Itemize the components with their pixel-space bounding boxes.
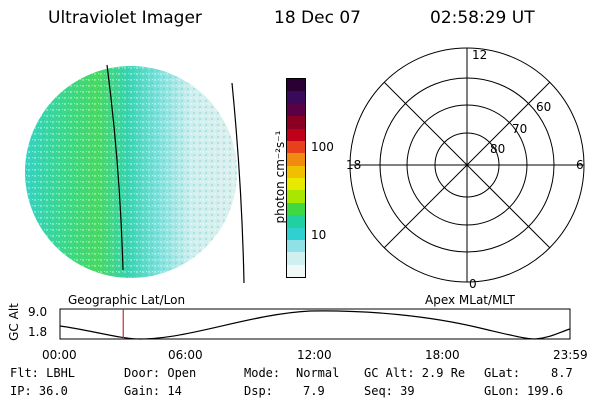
colorbar-segment: [287, 140, 305, 154]
colorbar-unit-label: photon cm⁻²s⁻¹: [273, 130, 287, 224]
gc-alt-status: GC Alt: 2.9 Re: [364, 366, 466, 380]
colorbar-segment: [287, 128, 305, 141]
mlt-label-18: 18: [346, 158, 361, 172]
colorbar-segment: [287, 165, 305, 178]
polar-grid: 12 18 6 0 60 70 80: [346, 47, 585, 291]
filter-status: Flt: LBHL: [10, 366, 76, 380]
geo-coords-label: Geographic Lat/Lon: [68, 293, 186, 307]
time-tick-0600: 06:00: [168, 348, 203, 362]
altitude-curve: [59, 310, 571, 340]
colorbar-segment: [287, 202, 305, 216]
image-date: 18 Dec 07: [274, 8, 361, 28]
colorbar-segment: [287, 79, 305, 92]
altitude-plot: [59, 308, 571, 340]
colorbar-segment: [287, 252, 305, 265]
mlat-label-60: 60: [536, 100, 551, 114]
colorbar-segment: [287, 103, 305, 117]
mode-label: Mode:: [244, 366, 281, 380]
glon-label: GLon:: [484, 384, 521, 398]
mlt-label-0: 0: [469, 277, 477, 291]
colorbar-segment: [287, 116, 305, 129]
mode-value: Normal: [296, 366, 340, 380]
glat-value: 8.7: [551, 366, 573, 380]
seq-status: Seq: 39: [364, 384, 415, 398]
colorbar-segment: [287, 91, 305, 104]
dsp-label: Dsp:: [244, 384, 273, 398]
auroral-image: [25, 64, 245, 284]
time-tick-0000: 00:00: [42, 348, 77, 362]
colorbar-segment: [287, 178, 305, 191]
alt-tick-max: 9.0: [28, 305, 48, 319]
time-tick-1800: 18:00: [425, 348, 460, 362]
instrument-title: Ultraviolet Imager: [48, 8, 202, 28]
apex-coords-label: Apex MLat/MLT: [425, 293, 515, 307]
colorbar-segment: [287, 227, 305, 240]
ip-status: IP: 36.0: [10, 384, 68, 398]
time-tick-1200: 12:00: [297, 348, 332, 362]
dsp-value: 7.9: [303, 384, 325, 398]
colorbar-segment: [287, 190, 305, 203]
mlat-label-70: 70: [512, 122, 527, 136]
gain-status: Gain: 14: [124, 384, 182, 398]
alt-tick-min: 1.8: [28, 325, 48, 339]
glat-label: GLat:: [484, 366, 521, 380]
colorbar-tick-100: 100: [311, 140, 334, 154]
colorbar-segment: [287, 153, 305, 166]
colorbar-segment: [287, 239, 305, 253]
colorbar: [286, 78, 306, 278]
time-tick-2359: 23:59: [553, 348, 588, 362]
mlt-label-6: 6: [576, 158, 584, 172]
mlat-label-80: 80: [490, 142, 505, 156]
door-status: Door: Open: [124, 366, 197, 380]
colorbar-segment: [287, 215, 305, 228]
mlt-label-12: 12: [472, 48, 487, 62]
glon-value: 199.6: [527, 384, 564, 398]
colorbar-tick-10: 10: [311, 228, 327, 242]
image-time: 02:58:29 UT: [430, 8, 535, 28]
colorbar-segment: [287, 264, 305, 277]
